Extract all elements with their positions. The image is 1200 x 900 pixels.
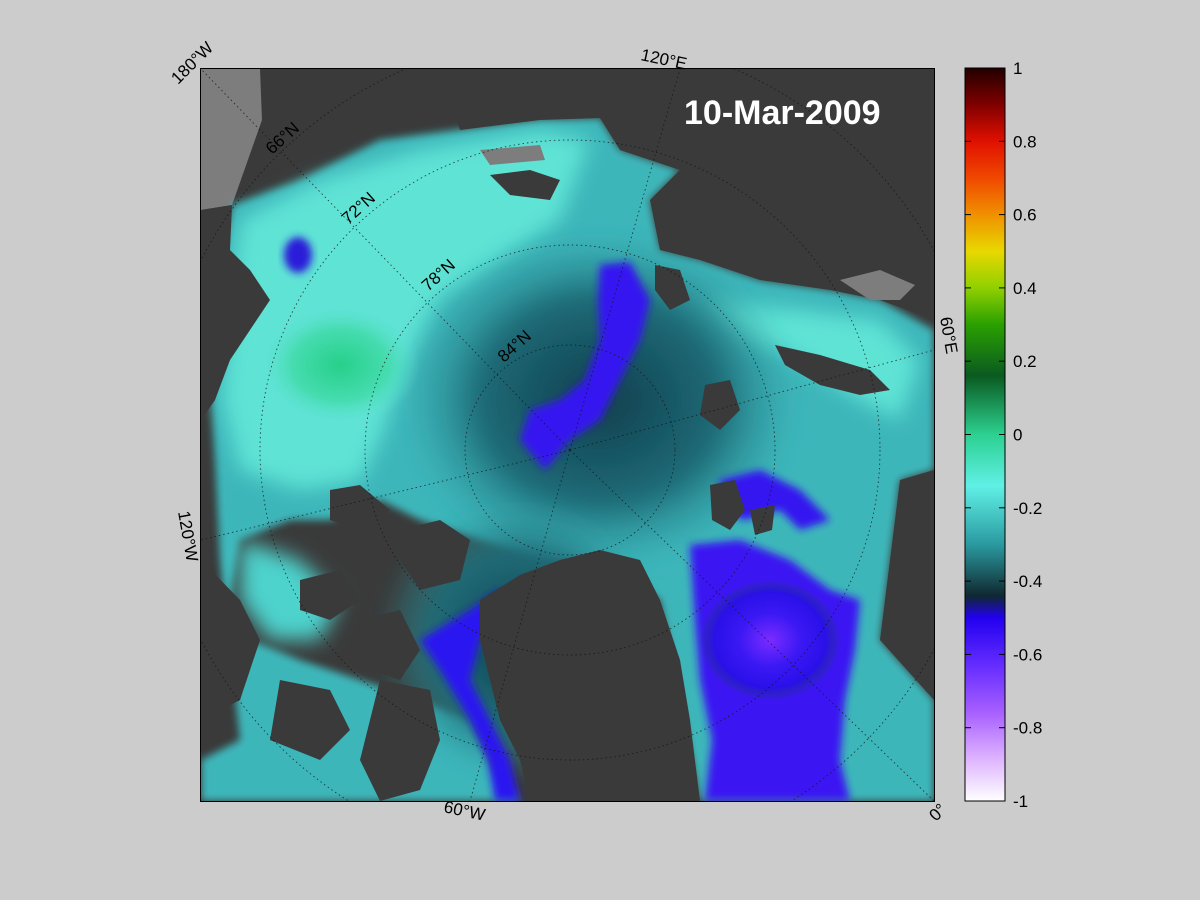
meridian-0 xyxy=(569,449,934,801)
map-area xyxy=(201,69,934,801)
meridian-180 xyxy=(201,69,571,451)
offmap-corner xyxy=(201,69,262,210)
colorbar-tick-label: 0.2 xyxy=(1013,352,1037,371)
graticule xyxy=(201,69,934,801)
colorbar-tick-label: 0 xyxy=(1013,426,1022,445)
lat-circle-84 xyxy=(464,344,676,556)
colorbar-tick-label: 0.6 xyxy=(1013,206,1037,225)
lon-label-0: 0° xyxy=(925,800,950,825)
lon-label-60e: 60°E xyxy=(936,315,961,355)
colorbar-gradient xyxy=(964,67,1006,802)
wrangel-area xyxy=(480,145,545,165)
meridian-120e xyxy=(569,69,681,451)
green-anomaly xyxy=(260,305,420,425)
svalbard xyxy=(710,480,775,535)
colorbar-tick-label: 0.8 xyxy=(1013,132,1037,151)
colorbar-tick-label: -0.6 xyxy=(1013,645,1042,664)
colorbar-ticks: 1 0.8 0.6 0.4 0.2 0 -0.2 -0.4 -0.6 -0.8 -1 xyxy=(965,59,1042,811)
colorbar-tick-label: 0.4 xyxy=(1013,279,1037,298)
colorbar-tick-label: -1 xyxy=(1013,792,1028,811)
scandinavia xyxy=(880,470,934,700)
purple-core xyxy=(700,580,840,700)
lat-circle-72 xyxy=(259,139,881,761)
new-siberian-islands xyxy=(490,170,560,200)
blue-spot-beaufort xyxy=(284,237,312,273)
alaska xyxy=(201,205,270,420)
franz-josef xyxy=(700,380,740,430)
colorbar-tick-label: -0.4 xyxy=(1013,572,1042,591)
colorbar-tick-label: 1 xyxy=(1013,59,1022,78)
meridian-120w xyxy=(201,449,571,541)
siberia xyxy=(440,69,934,320)
blue-region-svalbard xyxy=(720,470,830,530)
novaya-zemlya xyxy=(775,345,890,395)
canada-archipelago xyxy=(201,485,470,801)
blue-channel-west xyxy=(420,590,520,801)
colorbar-tick-label: -0.8 xyxy=(1013,719,1042,738)
colorbar: 1 0.8 0.6 0.4 0.2 0 -0.2 -0.4 -0.6 -0.8 -1 xyxy=(964,59,1042,811)
siberia-coast-light xyxy=(840,270,915,300)
map-border xyxy=(200,68,935,802)
lat-circle-78 xyxy=(364,244,776,656)
severnaya-zemlya xyxy=(655,265,690,310)
colorbar-tick-label: -0.2 xyxy=(1013,499,1042,518)
lon-label-120w: 120°W xyxy=(174,509,202,563)
greenland xyxy=(480,550,700,801)
date-label: 10-Mar-2009 xyxy=(684,94,881,132)
blue-streak-pole xyxy=(520,262,650,470)
